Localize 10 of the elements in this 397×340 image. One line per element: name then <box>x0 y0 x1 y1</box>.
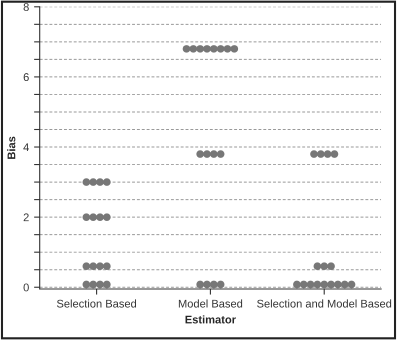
x-tick-label: Selection Based <box>56 299 136 308</box>
y-axis-title: Bias <box>7 136 16 159</box>
y-tick-label: 2 <box>24 213 29 222</box>
y-tick-label: 6 <box>24 73 29 82</box>
x-tick-label: Model Based <box>178 299 242 308</box>
x-axis-title: Estimator <box>186 315 236 324</box>
y-tick-label: 8 <box>24 3 29 11</box>
x-tick-label: Selection and Model Based <box>257 299 392 308</box>
y-tick-label: 0 <box>24 284 29 292</box>
y-tick-label: 4 <box>23 143 29 152</box>
